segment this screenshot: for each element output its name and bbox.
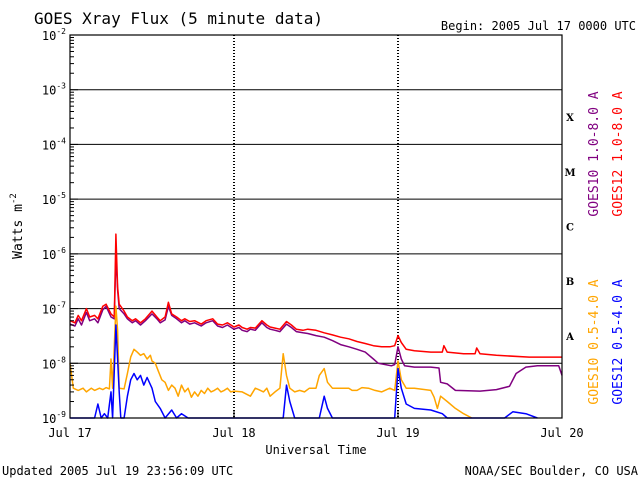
x-tick-label: Jul 18 [212,426,255,440]
flare-classes: A B C M X [564,113,575,343]
flare-class-label: M [564,168,575,179]
y-tick-label: 10-9 [42,410,66,426]
chart-title: GOES Xray Flux (5 minute data) [34,9,323,28]
y-tick-label: 10-3 [42,82,66,98]
flare-class-label: X [566,113,574,124]
y-tick-label: 10-5 [42,191,66,207]
x-tick-label: Jul 19 [376,426,419,440]
legend: GOES10 1.0-8.0 A GOES12 1.0-8.0 A GOES10 0… [587,91,626,404]
series-line [69,305,473,419]
series-group [69,233,563,419]
y-axis-label: Watts m [11,204,26,259]
series-line [69,253,563,392]
legend-entry: GOES12 0.5-4.0 A [611,279,626,404]
grid [70,35,562,418]
x-ticks: Jul 17 Jul 18 Jul 19 Jul 20 [48,410,584,440]
y-tick-label: 10-4 [42,136,66,152]
x-tick-label: Jul 20 [540,426,583,440]
x-tick-label: Jul 17 [48,426,91,440]
plot-frame [69,34,563,419]
flare-class-label: A [565,332,574,343]
begin-label: Begin: 2005 Jul 17 0000 UTC [441,19,636,33]
y-axis-label-exp: -2 [9,193,19,204]
series-line [69,233,562,358]
y-axis-label-group: Watts m-2 [9,193,26,259]
y-tick-label: 10-6 [42,246,66,262]
flare-class-label: B [566,277,574,288]
y-ticks: 10-9 10-8 10-7 10-6 10-5 10-4 10-3 10-2 [42,27,78,426]
legend-entry: GOES12 1.0-8.0 A [611,91,626,216]
y-tick-label: 10-7 [42,301,66,317]
flare-class-label: C [566,223,574,234]
legend-entry: GOES10 0.5-4.0 A [587,279,602,404]
updated-timestamp: Updated 2005 Jul 19 23:56:09 UTC [2,464,233,478]
x-axis-label: Universal Time [265,443,366,457]
series-line [70,324,538,419]
y-tick-label: 10-2 [42,27,66,43]
credit-label: NOAA/SEC Boulder, CO USA [465,464,639,478]
y-tick-label: 10-8 [42,355,66,371]
legend-entry: GOES10 1.0-8.0 A [587,91,602,216]
svg-text:Watts m-2: Watts m-2 [9,193,26,259]
